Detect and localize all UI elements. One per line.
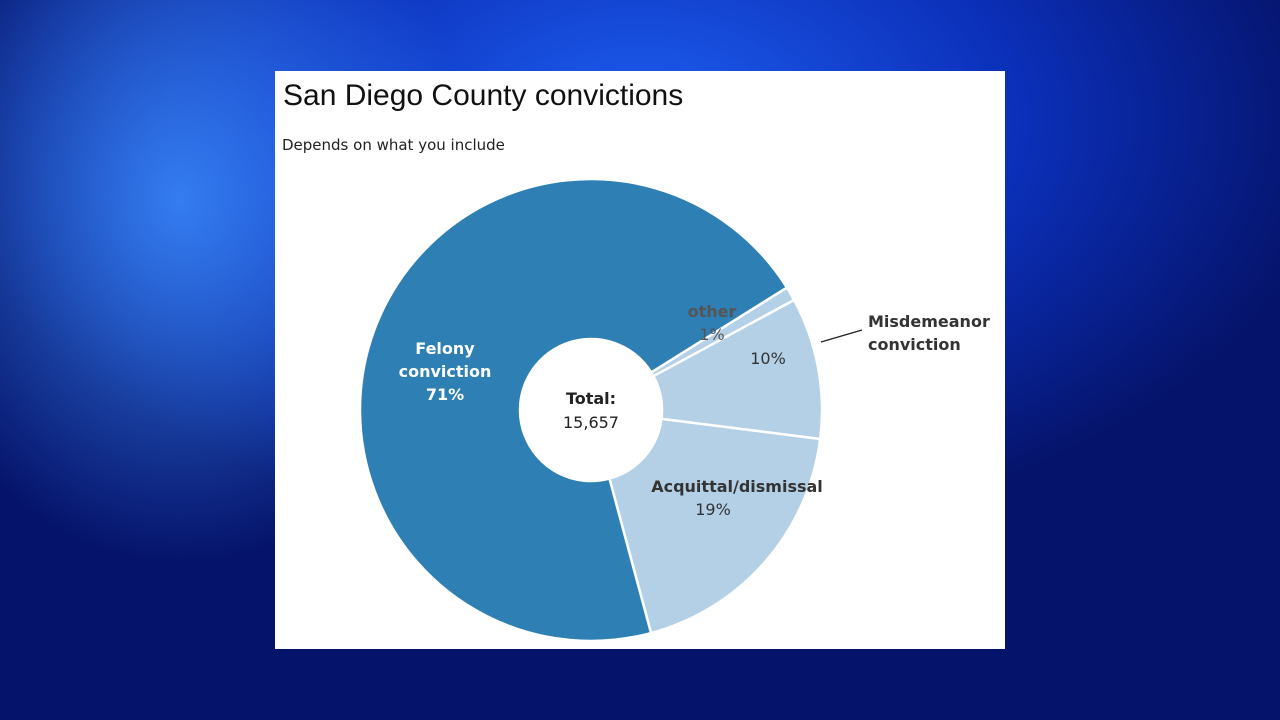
donut-hole (520, 339, 662, 481)
slice-percent-misdemeanor-conviction: 10% (750, 349, 786, 368)
slice-percent-acquittal-dismissal: 19% (695, 500, 731, 519)
center-total-value: 15,657 (563, 413, 619, 432)
leader-line-misdemeanor-conviction (820, 329, 863, 343)
chart-subtitle: Depends on what you include (282, 136, 505, 154)
donut-chart: Total: 15,657 other 1% Misdemeanor convicti… (358, 177, 990, 643)
slice-label-misdemeanor-conviction: Misdemeanor conviction (868, 312, 990, 354)
slice-label-acquittal-dismissal: Acquittal/dismissal (651, 477, 823, 496)
chart-title: San Diego County convictions (283, 79, 684, 112)
center-total-label: Total: (566, 389, 616, 408)
slice-label-other: other (688, 302, 737, 321)
pie-slice-felony-conviction (358, 177, 789, 643)
chart-panel: San Diego County convictions Depends on … (275, 71, 1005, 649)
slice-percent-felony-conviction: 71% (426, 385, 464, 404)
slice-label-felony-conviction: Felony conviction (399, 339, 492, 381)
slice-percent-other: 1% (699, 325, 724, 344)
